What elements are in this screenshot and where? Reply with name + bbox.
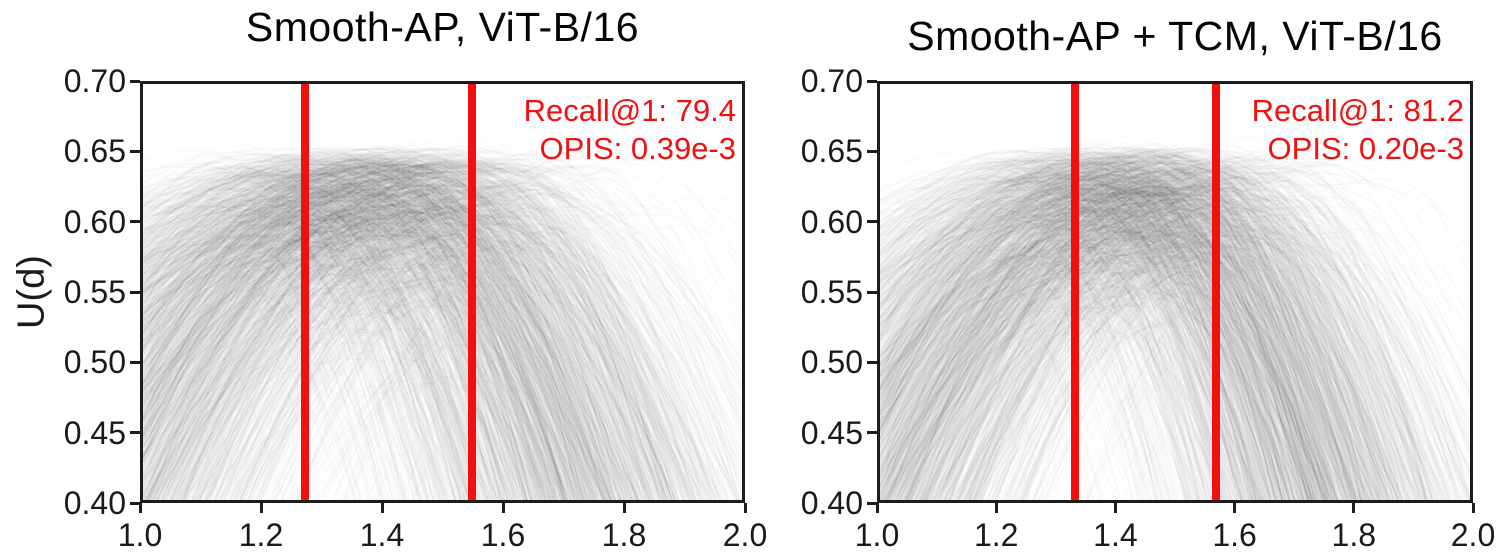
x-tick-label: 1.0 — [117, 517, 163, 553]
y-tick-label: 0.40 — [800, 485, 863, 521]
x-tick — [501, 503, 505, 513]
panel-title-left: Smooth-AP, ViT-B/16 — [245, 4, 640, 50]
y-tick — [130, 501, 140, 505]
x-tick — [138, 503, 142, 513]
y-tick — [867, 501, 877, 505]
y-tick — [130, 79, 140, 83]
red-vline — [1212, 84, 1221, 500]
x-tick-label: 1.8 — [1331, 517, 1377, 553]
x-tick — [1352, 503, 1356, 513]
red-vline — [468, 84, 477, 500]
x-tick-label: 1.8 — [601, 517, 647, 553]
x-tick — [875, 503, 879, 513]
panel-title-right: Smooth-AP + TCM, ViT-B/16 — [907, 13, 1443, 59]
y-tick — [130, 431, 140, 435]
x-tick — [994, 503, 998, 513]
y-tick — [867, 360, 877, 364]
x-tick — [1113, 503, 1117, 513]
x-tick — [1471, 503, 1475, 513]
plot-area-right: Recall@1: 81.2 OPIS: 0.20e-3 — [877, 81, 1473, 503]
y-tick — [130, 360, 140, 364]
x-tick-label: 1.2 — [973, 517, 1019, 553]
y-tick-label: 0.65 — [800, 133, 863, 170]
x-tick — [259, 503, 263, 513]
y-tick-label: 0.70 — [800, 63, 863, 99]
opis-annotation: OPIS: 0.20e-3 — [1267, 131, 1464, 166]
x-tick — [380, 503, 384, 513]
x-tick-label: 2.0 — [722, 517, 768, 553]
y-tick-label: 0.60 — [800, 203, 863, 240]
recall-annotation: Recall@1: 79.4 — [523, 93, 736, 128]
x-tick-label: 1.6 — [480, 517, 526, 553]
curves-canvas-left — [143, 84, 742, 500]
y-tick-label: 0.60 — [63, 203, 126, 240]
plot-area-left: Recall@1: 79.4 OPIS: 0.39e-3 — [140, 81, 745, 503]
x-tick-label: 1.2 — [238, 517, 284, 553]
x-tick — [622, 503, 626, 513]
metrics-annotation-left: Recall@1: 79.4 OPIS: 0.39e-3 — [524, 92, 736, 168]
x-tick — [1233, 503, 1237, 513]
y-tick — [130, 220, 140, 224]
y-tick-label: 0.50 — [63, 344, 126, 381]
y-tick — [130, 149, 140, 153]
y-tick-label: 0.50 — [800, 344, 863, 381]
y-tick — [867, 220, 877, 224]
x-tick-label: 1.4 — [1093, 517, 1138, 553]
x-tick-label: 2.0 — [1450, 517, 1496, 553]
x-tick-label: 1.0 — [854, 517, 900, 553]
y-tick — [130, 290, 140, 294]
y-tick-label: 0.45 — [800, 414, 863, 451]
y-tick-label: 0.70 — [63, 63, 126, 99]
opis-annotation: OPIS: 0.39e-3 — [539, 131, 736, 166]
x-tick — [743, 503, 747, 513]
red-vline — [300, 84, 309, 500]
recall-annotation: Recall@1: 81.2 — [1251, 93, 1464, 128]
y-tick-label: 0.65 — [63, 133, 126, 170]
red-vline — [1070, 84, 1079, 500]
x-tick-label: 1.6 — [1212, 517, 1257, 553]
y-tick — [867, 431, 877, 435]
y-tick-label: 0.55 — [63, 274, 126, 310]
y-tick-label: 0.45 — [63, 414, 126, 451]
curves-canvas-right — [880, 84, 1470, 500]
y-tick-label: 0.40 — [63, 485, 126, 521]
y-tick — [867, 290, 877, 294]
y-tick-label: 0.55 — [800, 274, 863, 310]
x-tick-label: 1.4 — [359, 517, 405, 553]
y-tick — [867, 79, 877, 83]
y-tick — [867, 149, 877, 153]
metrics-annotation-right: Recall@1: 81.2 OPIS: 0.20e-3 — [1252, 92, 1464, 168]
